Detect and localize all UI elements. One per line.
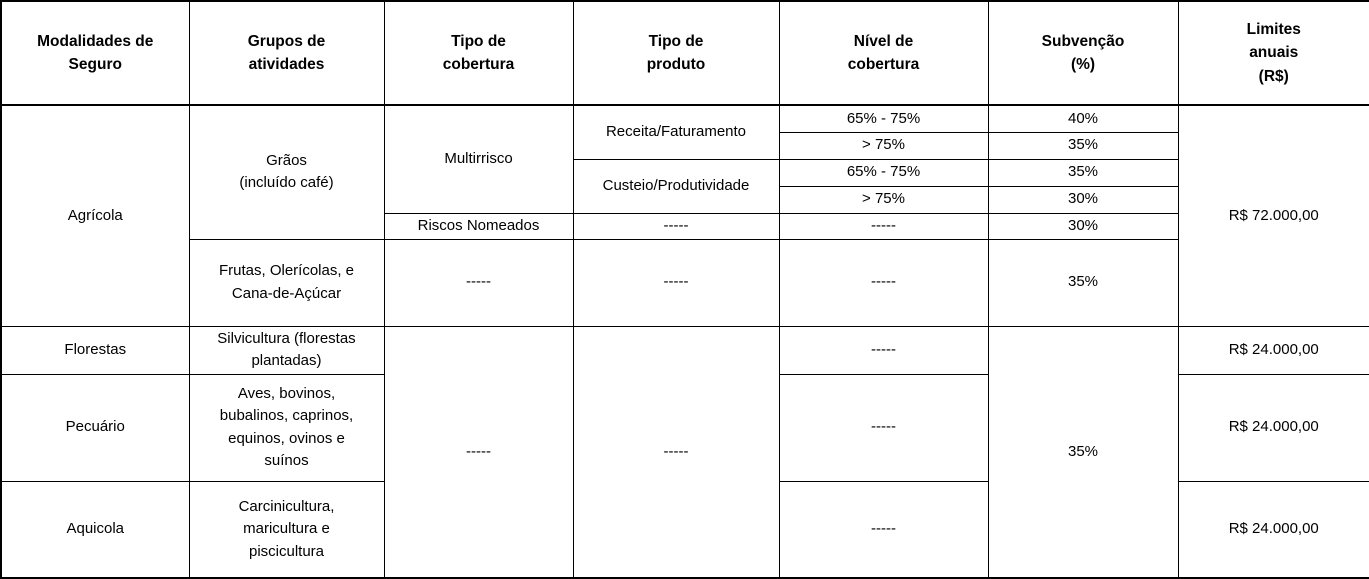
column-header-grupos-de-atividades: Grupos de atividades [188,0,385,106]
cell-cobertura-dash-span: ----- [383,325,574,579]
cell-nivel-65-75: 65% - 75% [778,158,989,187]
cell-subvencao-40: 40% [987,104,1179,133]
cell-subvencao-30: 30% [987,185,1179,214]
cell-nivel-maior-75: > 75% [778,185,989,214]
cell-modalidade-pecuario: Pecuário [0,373,190,482]
table-row: Aquicola Carcinicultura, maricultura e p… [0,480,1369,579]
cell-cobertura-dash: ----- [383,238,574,327]
table-row: Florestas Silvicultura (florestas planta… [0,325,1369,579]
table-row: > 75% 30% [1,185,1369,214]
cell-subvencao-35: 35% [987,238,1179,327]
cell-nivel-65-75: 65% - 75% [778,104,989,133]
table-row: > 75% 35% [1,131,1369,160]
cell-produto-dash: ----- [572,238,780,327]
cell-nivel-dash: ----- [778,212,989,240]
column-header-subvencao: Subvenção (%) [987,0,1179,106]
cell-nivel-maior-75: > 75% [778,131,989,160]
cell-grupo-carcinicultura: Carcinicultura, maricultura e piscicultu… [188,480,385,579]
table-row: Pecuário Aves, bovinos, bubalinos, capri… [0,373,1369,482]
cell-modalidade-florestas: Florestas [0,325,190,375]
cell-limite-agricola: R$ 72.000,00 [1177,104,1369,327]
cell-subvencao-35: 35% [987,158,1179,187]
cell-cobertura-riscos-nomeados: Riscos Nomeados [383,212,574,240]
table-row: Custeio/Produtividade 65% - 75% 35% [1,158,1369,214]
cell-subvencao-35: 35% [987,131,1179,160]
table-row: Agrícola Grãos (incluído café) Multirris… [0,104,1369,327]
header-row: Modalidades de Seguro Grupos de atividad… [0,0,1369,106]
cell-produto-dash-span: ----- [572,325,780,579]
cell-nivel-dash: ----- [778,325,989,375]
cell-limite-pecuario: R$ 24.000,00 [1177,373,1369,482]
cell-nivel-dash: ----- [778,480,989,579]
cell-limite-aquicola: R$ 24.000,00 [1177,480,1369,579]
cell-cobertura-multirrisco: Multirrisco [383,104,574,214]
table-row: Riscos Nomeados ----- ----- 30% [1,212,1369,240]
column-header-nivel-de-cobertura: Nível de cobertura [778,0,989,106]
cell-produto-dash: ----- [572,212,780,240]
cell-subvencao-30: 30% [987,212,1179,240]
cell-grupo-graos: Grãos (incluído café) [188,104,385,240]
cell-subvencao-35-span: 35% [987,325,1179,579]
cell-modalidade-aquicola: Aquicola [0,480,190,579]
table-row: Frutas, Olerícolas, e Cana-de-Açúcar ---… [1,238,1369,327]
cell-modalidade-agricola: Agrícola [0,104,190,327]
cell-produto-custeio-produtividade: Custeio/Produtividade [572,158,780,214]
cell-grupo-silvicultura: Silvicultura (florestas plantadas) [188,325,385,375]
cell-grupo-aves-bovinos: Aves, bovinos, bubalinos, caprinos, equi… [188,373,385,482]
cell-limite-florestas: R$ 24.000,00 [1177,325,1369,375]
cell-grupo-frutas-olericolas-cana: Frutas, Olerícolas, e Cana-de-Açúcar [188,238,385,327]
column-header-limites-anuais: Limites anuais (R$) [1177,0,1369,106]
cell-nivel-dash: ----- [778,238,989,327]
cell-nivel-dash: ----- [778,373,989,482]
column-header-tipo-de-cobertura: Tipo de cobertura [383,0,574,106]
column-header-modalidades-de-seguro: Modalidades de Seguro [0,0,190,106]
cell-produto-receita-faturamento: Receita/Faturamento [572,104,780,160]
column-header-tipo-de-produto: Tipo de produto [572,0,780,106]
